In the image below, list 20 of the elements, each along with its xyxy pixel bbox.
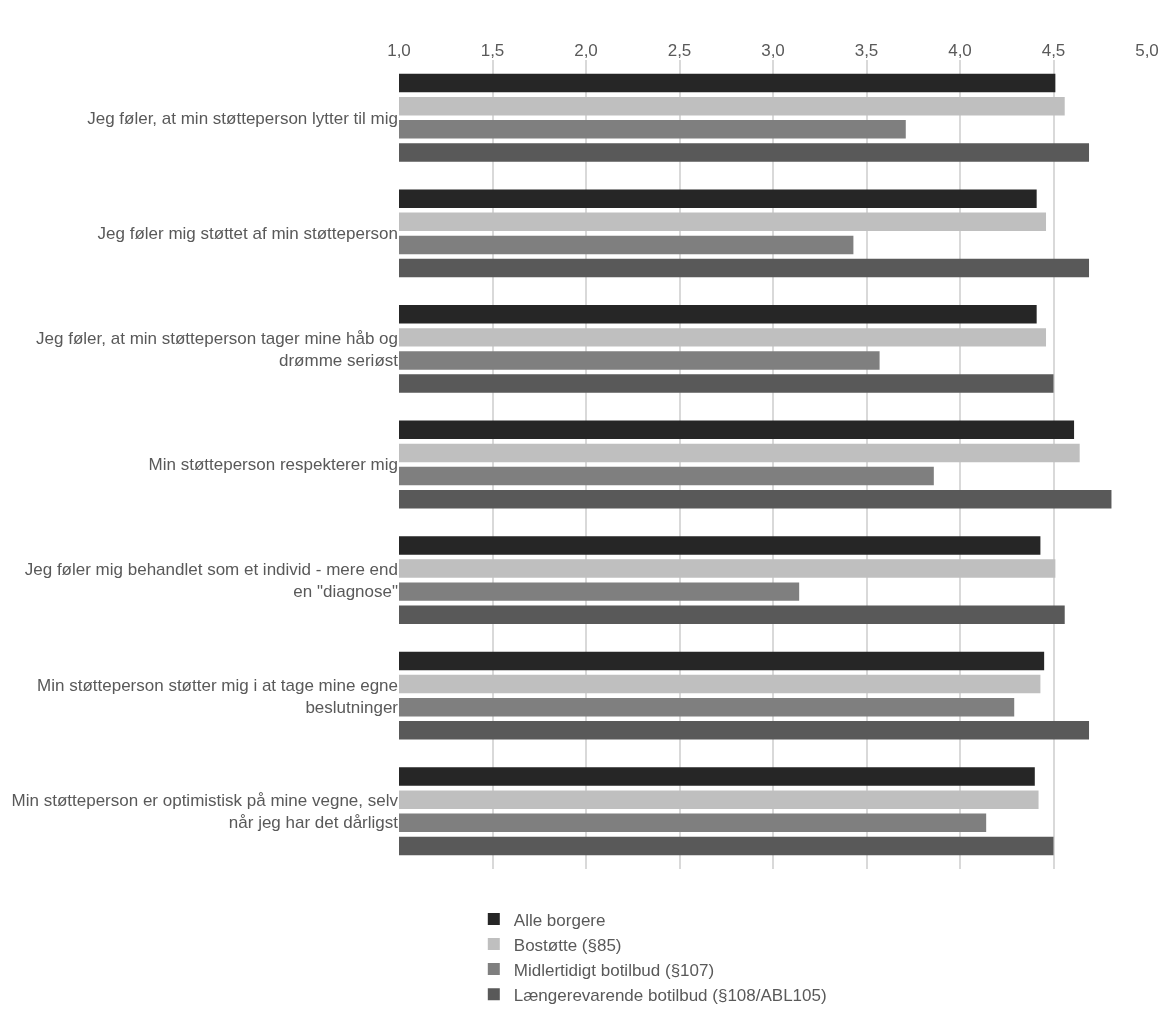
x-tick-label: 3,0	[761, 40, 785, 60]
x-tick-label: 3,5	[854, 40, 879, 60]
x-tick-label: 4,0	[948, 40, 972, 60]
x-tick-label: 2,5	[667, 40, 692, 60]
y-tick-label: Min støtteperson er optimistisk på mine vegne, selv når jeg har det dårligst	[11, 791, 399, 833]
legend-label: Midlertidigt botilbud (§107)	[513, 960, 715, 980]
y-tick-label: Jeg føler, at min støtteperson tager mine håb og drømme seriøst	[36, 328, 399, 370]
x-tick-label: 1,5	[480, 40, 505, 60]
legend-label: Alle borgere	[513, 910, 606, 930]
x-tick-label: 2,0	[574, 40, 598, 60]
y-tick-label: Min støtteperson støtter mig i at tage mine egne beslutninger	[37, 675, 399, 717]
legend-label: Bostøtte (§85)	[513, 935, 622, 955]
y-tick-label: Min støtteperson respekterer mig	[148, 455, 398, 475]
y-tick-label: Jeg føler mig støttet af min støtteperson	[97, 224, 398, 244]
y-tick-label: Jeg føler mig behandlet som et individ - mere end en "diagnose"	[24, 559, 398, 602]
y-tick-label: Jeg føler, at min støtteperson lytter til mig	[87, 108, 398, 128]
legend-label: Længerevarende botilbud (§108/ABL105)	[513, 985, 827, 1005]
x-tick-label: 4,5	[1041, 40, 1066, 60]
x-tick-label: 1,0	[387, 40, 411, 60]
x-tick-label: 5,0	[1135, 40, 1159, 60]
